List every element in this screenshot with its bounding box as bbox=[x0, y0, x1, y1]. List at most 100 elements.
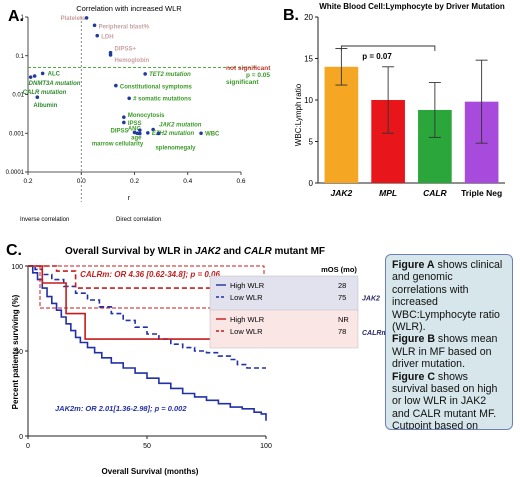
c-x-tick-label: 50 bbox=[143, 443, 151, 450]
b-category-label: CALR bbox=[423, 188, 447, 198]
panel-a-label: A. bbox=[8, 8, 24, 25]
point-label: # somatic mutations bbox=[133, 96, 192, 102]
a-x-tick-label: 0.0 bbox=[77, 178, 86, 185]
scatter-point bbox=[114, 83, 118, 88]
c-x-tick-label: 100 bbox=[260, 443, 272, 450]
point-label: Monocytosis bbox=[128, 113, 165, 119]
legend-group-box bbox=[209, 309, 359, 349]
legend-mos-value: NR bbox=[338, 315, 349, 324]
scatter-point bbox=[138, 128, 142, 132]
point-label: ALC bbox=[48, 71, 61, 77]
a-y-tick-label: 0.1 bbox=[16, 54, 25, 60]
panel-b: B. White Blood Cell:Lymphocyte by Driver… bbox=[283, 2, 505, 198]
panel-a-axes: 0.2 0.0 0.2 0.4 0.6 1 0.1 0.01 0.001 0.0001 bbox=[6, 15, 256, 202]
panel-a-title: Correlation with increased WLR bbox=[76, 4, 182, 13]
p-value-annotation: p = 0.07 bbox=[362, 52, 392, 61]
panel-b-ylabel: WBC:Lymph ratio bbox=[294, 83, 303, 146]
survival-curve bbox=[28, 265, 266, 340]
point-label: marrow cellularity bbox=[92, 142, 144, 148]
scatter-point bbox=[32, 74, 37, 78]
scatter-point bbox=[122, 115, 126, 119]
a-y-tick-label: 0.01 bbox=[12, 93, 24, 99]
scatter-point bbox=[135, 131, 139, 136]
bar bbox=[324, 66, 359, 183]
scatter-point bbox=[151, 127, 155, 132]
panel-a: A. Correlation with increased WLR 0.2 0.0… bbox=[6, 4, 272, 223]
panel-c-legend: High WLR 28 Low WLR 75 JAK2 High WLR NR Low WLR… bbox=[209, 275, 388, 349]
survival-curve bbox=[28, 265, 266, 289]
scatter-point bbox=[156, 131, 161, 136]
a-y-tick-label: 1 bbox=[21, 15, 25, 21]
scatter-point bbox=[138, 131, 142, 136]
b-category-label: MPL bbox=[379, 188, 397, 198]
c-y-tick-label: 0 bbox=[19, 434, 23, 441]
jak2-annotation: JAK2m: OR 2.01[1.36-2.98]; p = 0.002 bbox=[55, 404, 187, 413]
inverse-correlation-label: Inverse correlation bbox=[20, 217, 69, 223]
c-y-tick-label: 100 bbox=[11, 264, 23, 271]
scatter-point bbox=[122, 120, 126, 125]
point-label: Albumin bbox=[33, 103, 57, 109]
point-label: age bbox=[131, 135, 142, 141]
scatter-point bbox=[108, 53, 113, 57]
panel-c-ylabel: Percent patients surviving (%) bbox=[11, 294, 20, 409]
legend-group-box bbox=[209, 275, 359, 314]
legend-mos-value: 75 bbox=[338, 293, 346, 302]
caption-b: Figure B shows mean WLR in MF based on d… bbox=[392, 333, 498, 371]
scatter-point bbox=[84, 16, 89, 20]
point-label: Platelets bbox=[61, 16, 86, 22]
panel-c: C. Overall Survival by WLR in JAK2 and C… bbox=[6, 242, 388, 476]
not-significant-label: not significant bbox=[226, 65, 271, 72]
panel-b-bars: JAK2 MPL CALR Triple Neg bbox=[324, 45, 502, 198]
calr-highlight-box bbox=[39, 265, 265, 309]
panel-c-label: C. bbox=[6, 242, 22, 259]
legend-group-label: CALRm bbox=[362, 330, 388, 337]
b-y-tick-label: 10 bbox=[304, 96, 313, 105]
point-label: DNMT3A mutation bbox=[29, 81, 81, 87]
caption-c: Figure C shows survival based on high or… bbox=[392, 370, 498, 430]
scatter-point bbox=[146, 131, 150, 135]
c-x-tick-label: 0 bbox=[26, 443, 30, 450]
point-label: ANC bbox=[128, 126, 142, 132]
b-y-tick-label: 15 bbox=[304, 55, 313, 64]
legend-label: High WLR bbox=[230, 281, 265, 290]
legend-label: High WLR bbox=[230, 315, 265, 324]
threshold-label: p = 0.05 bbox=[246, 72, 270, 79]
direct-correlation-label: Direct correlation bbox=[116, 217, 161, 223]
scatter-point bbox=[199, 131, 203, 136]
scatter-point bbox=[40, 71, 45, 76]
scatter-point bbox=[92, 23, 97, 28]
b-y-tick-label: 0 bbox=[309, 179, 314, 188]
a-x-tick-label: 0.2 bbox=[23, 178, 32, 185]
scatter-point bbox=[143, 72, 147, 76]
panel-b-title: White Blood Cell:Lymphocyte by Driver Mu… bbox=[319, 2, 505, 11]
a-y-tick-label: 0.001 bbox=[9, 131, 25, 137]
a-x-tick-label: 0.2 bbox=[130, 178, 139, 185]
legend-label: Low WLR bbox=[230, 327, 263, 336]
panel-b-label: B. bbox=[283, 7, 299, 24]
b-category-label: JAK2 bbox=[331, 188, 353, 198]
calr-annotation: CALRm: OR 4.36 [0.62-34.8]; p = 0.06 bbox=[80, 270, 220, 279]
point-label: LDH bbox=[101, 35, 113, 41]
legend-label: Low WLR bbox=[230, 293, 263, 302]
survival-curve bbox=[28, 265, 267, 421]
scatter-point bbox=[28, 75, 33, 79]
point-label: Constitutional symptoms bbox=[120, 85, 193, 91]
caption-a: Figure A shows clinical and genomic corr… bbox=[392, 259, 503, 334]
point-label: DIPSS+ bbox=[115, 47, 137, 53]
point-label: IPSS bbox=[128, 121, 142, 127]
significant-label: significant bbox=[226, 79, 259, 86]
point-label: CALR mutation bbox=[23, 90, 67, 96]
point-label: JAK2 mutation bbox=[159, 122, 202, 128]
panel-c-lines bbox=[28, 265, 267, 421]
legend-group-label: JAK2 bbox=[362, 296, 380, 303]
scatter-point bbox=[95, 33, 100, 38]
legend-mos-value: 28 bbox=[338, 281, 346, 290]
point-label: DIPSS bbox=[111, 128, 129, 134]
a-x-tick-label: 0.6 bbox=[236, 178, 245, 185]
c-y-tick-label: 50 bbox=[15, 349, 23, 356]
b-y-tick-label: 5 bbox=[309, 138, 314, 147]
scatter-point bbox=[127, 96, 131, 101]
survival-curve bbox=[28, 265, 266, 369]
point-label: TET2 mutation bbox=[149, 72, 191, 78]
